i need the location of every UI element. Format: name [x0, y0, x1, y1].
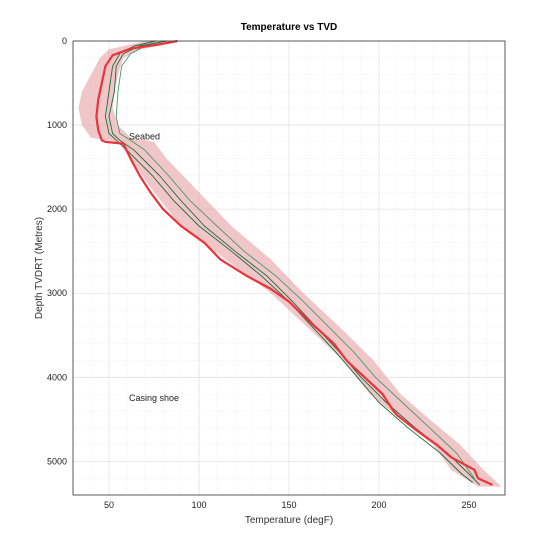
x-tick-label: 250 — [461, 500, 476, 510]
y-tick-label: 1000 — [47, 120, 67, 130]
grid — [72, 40, 506, 496]
annotation-label: Casing shoe — [129, 393, 179, 403]
x-tick-label: 100 — [191, 500, 206, 510]
uncertainty-band — [78, 41, 502, 487]
y-tick-label: 3000 — [47, 288, 67, 298]
uncertainty-band-area — [78, 41, 502, 487]
annotations: Seabed Casing shoe — [129, 131, 179, 402]
y-tick-label: 2000 — [47, 204, 67, 214]
annotation-label: Seabed — [129, 131, 160, 141]
y-tick-label: 4000 — [47, 372, 67, 382]
green-model-line — [115, 40, 475, 479]
x-tick-label: 200 — [371, 500, 386, 510]
chart-title: Temperature vs TVD — [241, 22, 338, 33]
y-tick-label: 5000 — [47, 456, 67, 466]
tick-labels: 50 100 150 200 250 0 1000 2000 3000 4000 5000 — [47, 36, 477, 510]
plot-frame — [72, 40, 506, 496]
series-lines — [95, 39, 493, 486]
x-axis-title: Temperature (degF) — [245, 515, 333, 526]
green-model-line — [108, 40, 481, 486]
x-tick-label: 150 — [281, 500, 296, 510]
x-tick-label: 50 — [104, 500, 114, 510]
green-model-line — [104, 40, 473, 483]
main-temperature-line — [95, 39, 493, 486]
y-axis-title: Depth TVDRT (Metres) — [34, 217, 45, 319]
y-tick-label: 0 — [62, 36, 67, 46]
